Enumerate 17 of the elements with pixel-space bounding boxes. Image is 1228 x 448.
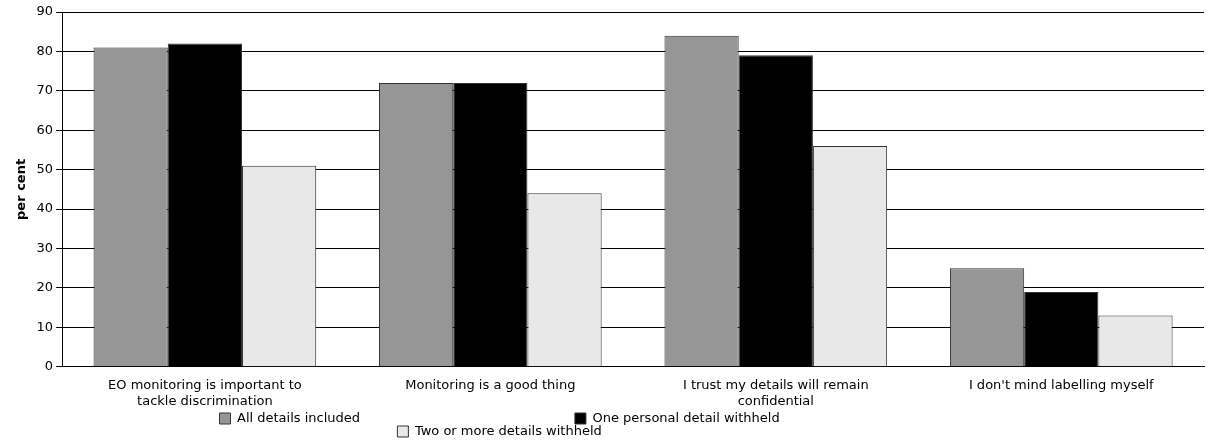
- x-tick-label: EO monitoring is important to tackle discrimination: [108, 376, 302, 408]
- y-tick-label: 20: [36, 279, 54, 295]
- x-tick-label: I trust my details will remain confidential: [682, 376, 869, 408]
- y-tick-label: 0: [44, 358, 54, 374]
- y-axis-title: per cent: [13, 158, 29, 220]
- y-tick-label: 30: [36, 239, 54, 255]
- y-tick-label: 70: [36, 82, 54, 98]
- x-tick-label: Monitoring is a good thing: [405, 376, 576, 392]
- y-tick-label: 10: [36, 318, 54, 334]
- y-tick-label: 50: [36, 161, 54, 177]
- y-tick-label: 80: [36, 42, 54, 58]
- legend-label: All details included: [236, 409, 361, 425]
- y-tick-label: 60: [36, 121, 54, 137]
- y-tick-label: 40: [36, 200, 54, 216]
- legend-label: One personal detail withheld: [592, 409, 995, 425]
- y-tick-label: 90: [36, 3, 54, 19]
- x-tick-label: I don't mind labelling myself: [968, 376, 1155, 392]
